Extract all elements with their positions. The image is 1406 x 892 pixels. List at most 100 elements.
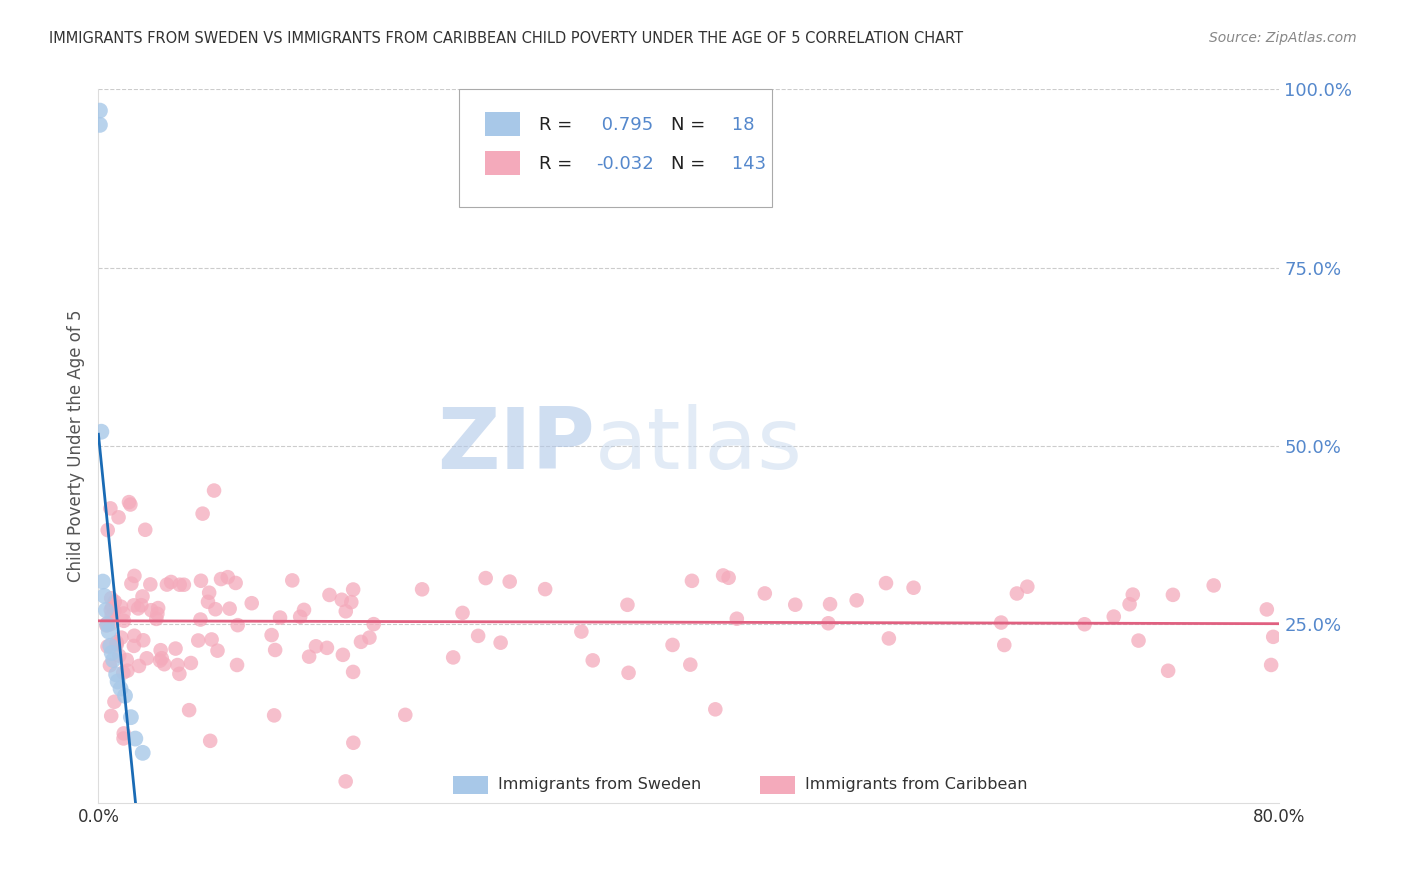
Point [190,613,212,627]
Point [340,595,363,609]
Text: R =: R = [538,155,572,173]
Point [96,640,118,654]
Point [100,617,122,632]
Point [1202,578,1225,592]
Point [269,610,291,624]
FancyBboxPatch shape [485,152,520,175]
Point [103,604,125,618]
Point [681,574,703,588]
Point [105,667,128,681]
Point [217,570,239,584]
Text: N =: N = [671,116,706,134]
Point [993,638,1015,652]
Point [169,666,191,681]
FancyBboxPatch shape [485,112,520,136]
Point [318,588,340,602]
Point [104,594,127,608]
Point [128,659,150,673]
Point [131,590,153,604]
Point [156,577,179,591]
Point [110,631,132,645]
Point [169,578,191,592]
Point [97,523,120,537]
Point [474,571,496,585]
Point [207,643,229,657]
Text: -0.032: -0.032 [596,155,654,173]
Point [198,585,221,599]
Text: Source: ZipAtlas.com: Source: ZipAtlas.com [1209,31,1357,45]
Point [1073,617,1095,632]
Point [100,709,122,723]
Point [316,640,339,655]
Point [335,604,357,618]
Point [108,648,131,663]
Point [1017,580,1039,594]
Point [112,665,135,680]
Point [1157,664,1180,678]
Point [112,607,135,621]
Point [903,581,925,595]
Point [101,600,124,615]
Point [98,658,121,673]
Point [226,658,249,673]
Point [112,731,135,746]
Point [115,653,138,667]
Point [179,703,201,717]
Point [191,507,214,521]
Point [118,495,141,509]
Point [1260,657,1282,672]
Point [124,731,146,746]
Point [332,648,354,662]
Point [1102,609,1125,624]
Point [146,607,169,621]
Point [97,624,120,639]
Point [134,523,156,537]
Point [98,639,121,653]
Point [100,608,122,623]
Point [100,603,122,617]
Point [342,665,364,679]
Point [350,635,373,649]
Point [100,501,122,516]
Y-axis label: Child Poverty Under the Age of 5: Child Poverty Under the Age of 5 [66,310,84,582]
Point [114,689,136,703]
Point [127,601,149,615]
Point [877,632,900,646]
Text: 0.795: 0.795 [596,116,652,134]
Point [166,658,188,673]
Point [149,654,172,668]
Point [679,657,702,672]
Point [124,629,146,643]
Point [173,578,195,592]
FancyBboxPatch shape [759,776,796,794]
Point [202,483,225,498]
Point [100,646,122,660]
Point [1005,586,1028,600]
Point [197,595,219,609]
Point [534,582,557,596]
Point [139,577,162,591]
Point [717,571,740,585]
Point [363,617,385,632]
Point [298,649,321,664]
Point [112,614,135,628]
Point [165,641,187,656]
Point [990,615,1012,630]
Point [135,651,157,665]
Text: ZIP: ZIP [437,404,595,488]
FancyBboxPatch shape [458,89,772,207]
Point [264,643,287,657]
Point [124,569,146,583]
Point [120,498,142,512]
Point [330,592,353,607]
Point [112,726,135,740]
Point [359,631,381,645]
Point [145,612,167,626]
Point [617,665,640,680]
Point [146,601,169,615]
Point [122,599,145,613]
Point [411,582,433,597]
Text: R =: R = [538,116,572,134]
Point [93,589,115,603]
Point [201,632,224,647]
